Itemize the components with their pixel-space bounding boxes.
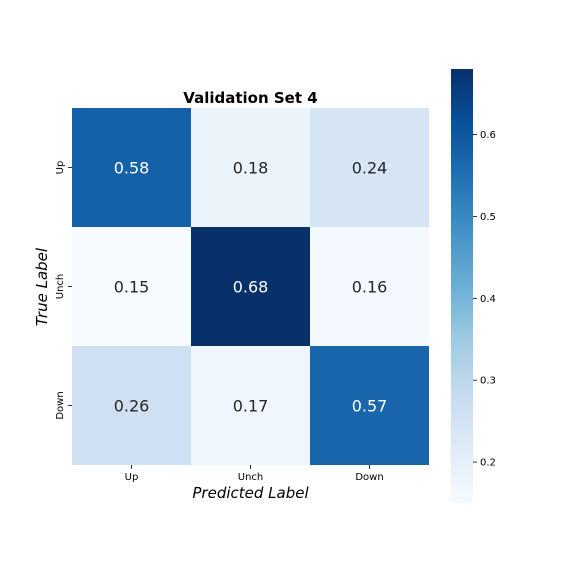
cell-value-label: 0.18 [233, 159, 269, 178]
heatmap-cell [72, 108, 191, 227]
y-tick-label: Up [55, 161, 66, 175]
cell-value-label: 0.24 [352, 159, 388, 178]
y-axis-ticks: Up Unch Down [55, 161, 72, 420]
heatmap-cell [191, 346, 310, 465]
heatmap-value-labels: 0.58 0.18 0.24 0.15 0.68 0.16 0.26 0.17 0.57 [114, 159, 388, 416]
colorbar-tick-label: 0.4 [480, 294, 496, 305]
y-axis-label: True Label [33, 247, 51, 326]
cell-value-label: 0.17 [233, 397, 269, 416]
colorbar [451, 69, 473, 503]
heatmap-cell [191, 227, 310, 346]
x-axis-ticks: Up Unch Down [125, 465, 384, 483]
colorbar-tick-label: 0.3 [480, 376, 496, 387]
colorbar-tick-label: 0.2 [480, 458, 496, 469]
cell-value-label: 0.58 [114, 159, 150, 178]
y-tick-label: Down [55, 391, 66, 419]
y-tick-label: Unch [55, 274, 66, 300]
heatmap-cells [72, 108, 429, 465]
cell-value-label: 0.15 [114, 278, 150, 297]
colorbar-tick-label: 0.5 [480, 212, 496, 223]
cell-value-label: 0.16 [352, 278, 388, 297]
heatmap-cell [72, 227, 191, 346]
heatmap-cell [310, 346, 429, 465]
cell-value-label: 0.26 [114, 397, 150, 416]
x-axis-label: Predicted Label [192, 484, 309, 502]
heatmap-cell [310, 108, 429, 227]
heatmap-cell [72, 346, 191, 465]
x-tick-label: Down [355, 472, 383, 483]
x-tick-label: Unch [238, 472, 264, 483]
colorbar-tick-label: 0.6 [480, 130, 496, 141]
colorbar-ticks: 0.2 0.3 0.4 0.5 0.6 [473, 130, 496, 469]
cell-value-label: 0.57 [352, 397, 388, 416]
cell-value-label: 0.68 [233, 278, 269, 297]
heatmap-cell [191, 108, 310, 227]
heatmap-cell [310, 227, 429, 346]
x-tick-label: Up [125, 472, 139, 483]
chart-title: Validation Set 4 [183, 89, 317, 107]
